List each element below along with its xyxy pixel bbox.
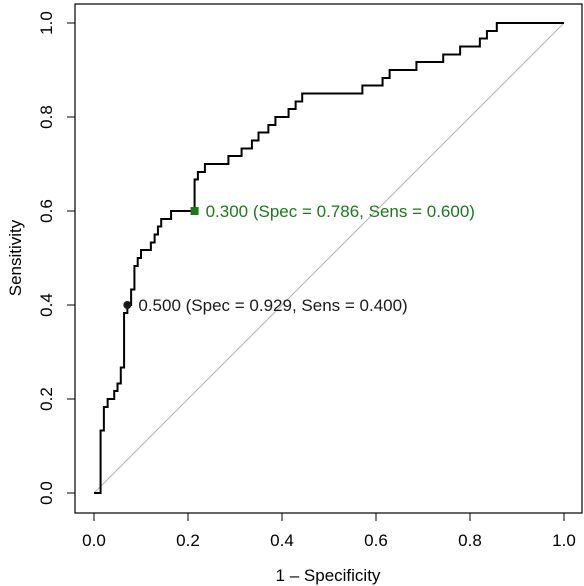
reference-diagonal-layer [93, 22, 565, 494]
y-tick-label: 1.0 [37, 11, 56, 35]
y-axis-title: Sensitivity [6, 219, 25, 296]
y-tick-label: 0.8 [37, 105, 56, 129]
roc-curve-line [94, 22, 564, 494]
threshold-annotation: 0.300 (Spec = 0.786, Sens = 0.600) [206, 202, 475, 221]
reference-diagonal-line [93, 22, 565, 494]
x-tick-label: 1.0 [552, 531, 576, 550]
x-tick-label: 0.0 [82, 531, 106, 550]
roc-curve-layer [94, 22, 564, 494]
highlighted-points-layer: 0.500 (Spec = 0.929, Sens = 0.400) 0.300 … [123, 202, 475, 315]
y-axis: 0.0 0.2 0.4 0.6 0.8 1.0 [37, 11, 76, 505]
y-tick-label: 0.4 [37, 293, 56, 317]
x-tick-label: 0.8 [458, 531, 482, 550]
x-axis-title: 1 – Specificity [276, 566, 381, 585]
y-tick-label: 0.0 [37, 481, 56, 505]
threshold-annotation: 0.500 (Spec = 0.929, Sens = 0.400) [138, 296, 407, 315]
threshold-marker-circle [123, 301, 132, 309]
x-axis: 0.0 0.2 0.4 0.6 0.8 1.0 [82, 512, 576, 550]
x-tick-label: 0.6 [364, 531, 388, 550]
x-tick-label: 0.4 [270, 531, 294, 550]
y-tick-label: 0.2 [37, 387, 56, 411]
x-tick-label: 0.2 [176, 531, 200, 550]
y-tick-label: 0.6 [37, 199, 56, 223]
threshold-marker-square [190, 207, 199, 215]
